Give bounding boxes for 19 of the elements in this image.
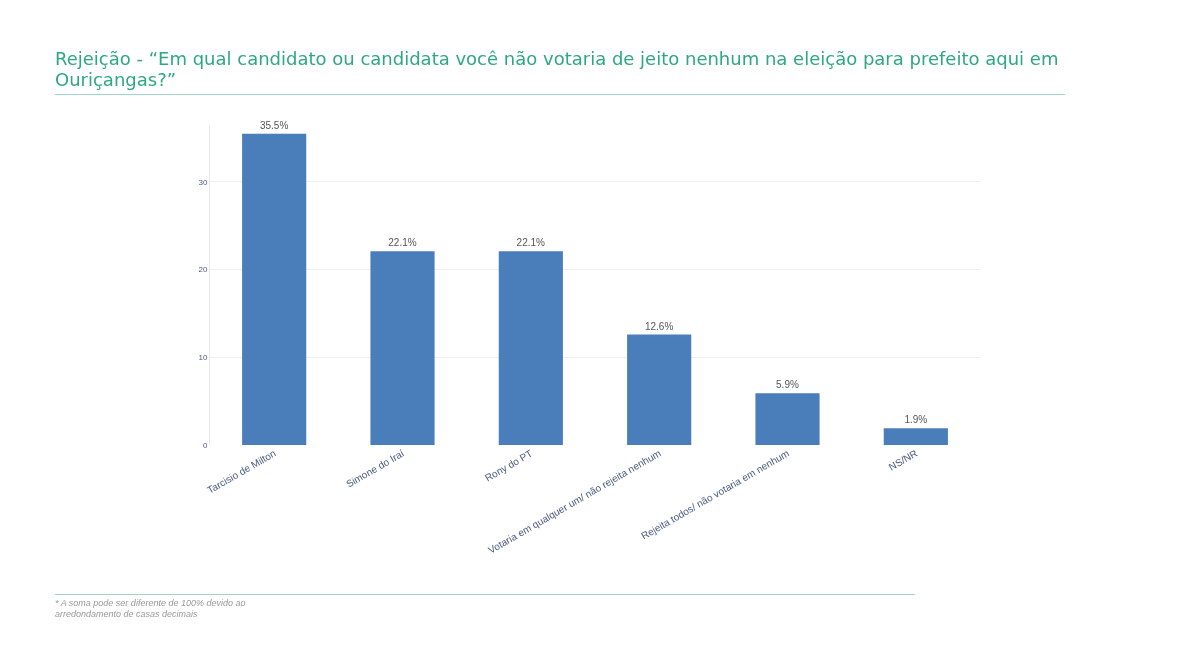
x-tick-label: Rony do PT [483,447,535,484]
y-tick-label: 30 [198,177,208,187]
data-label: 35.5% [259,119,289,131]
y-tick-label: 10 [198,353,208,363]
bar [883,428,948,445]
bar [627,334,692,445]
y-tick-label: 20 [198,265,208,275]
chart-title: Rejeição - “Em qual candidato ou candidata você não votaria de jeito nenhum na eleição para prefeito aqui em Ouriçangas?” [55,48,1065,95]
bar [242,133,307,445]
y-tick-label: 0 [202,440,208,450]
text: * A soma pode ser diferente de 100% devido ao arredondamento de casas decimais [55,598,247,620]
data-label: 5.9% [776,379,799,391]
data-label: 12.6% [644,320,674,332]
data-label: 22.1% [388,237,417,249]
bar [498,251,563,445]
bar [755,393,820,445]
data-label: 22.1% [516,237,546,249]
bar [370,251,435,445]
data-label: 1.9% [904,414,928,426]
